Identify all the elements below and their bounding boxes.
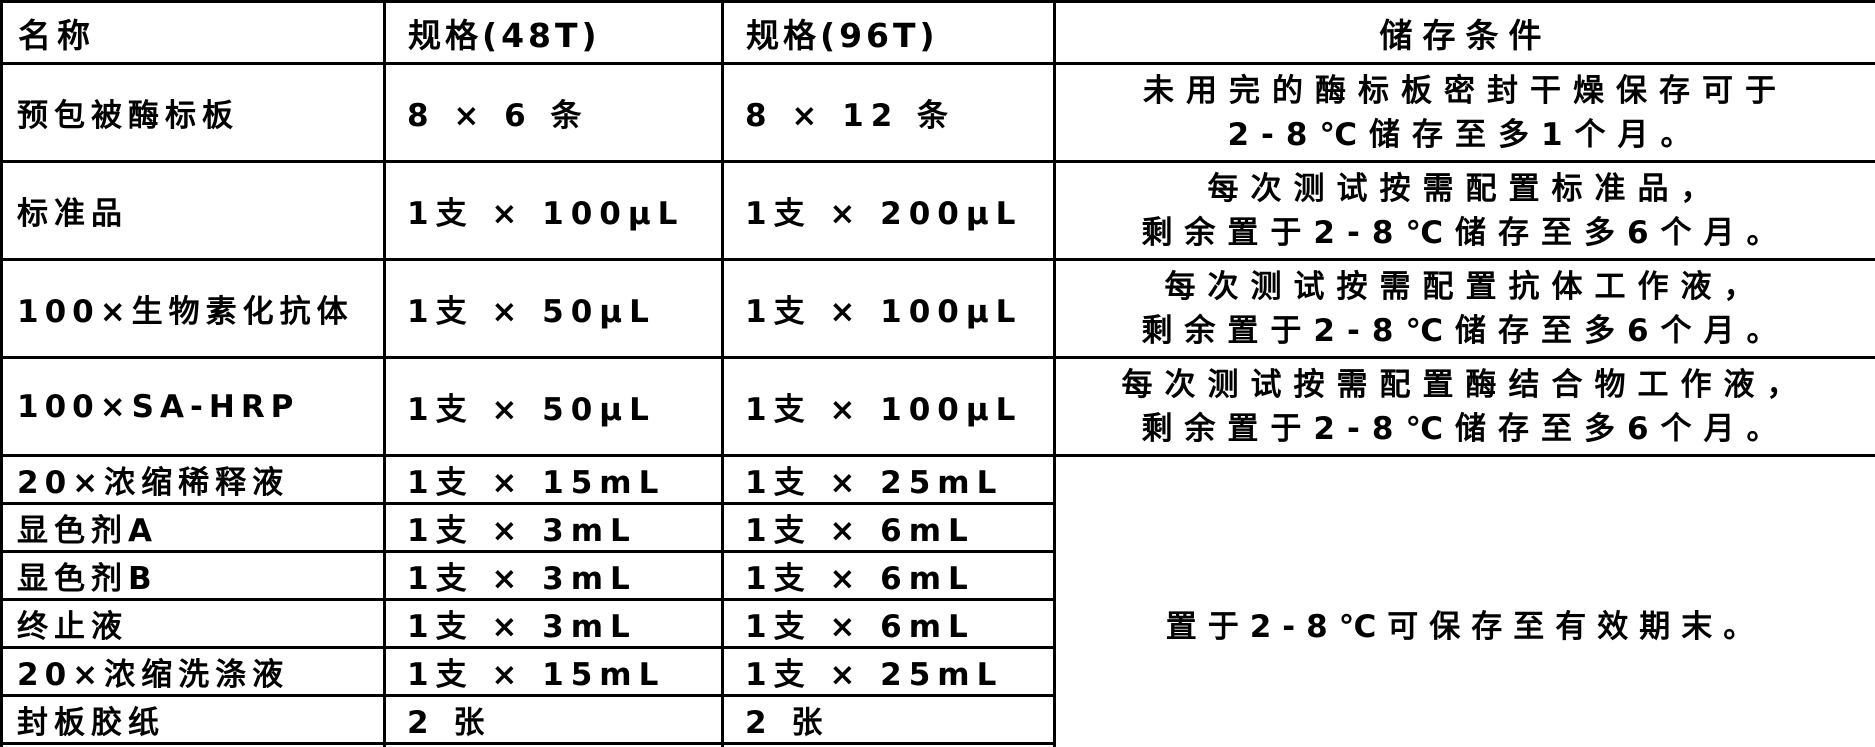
- cell-spec-48t: 1支 × 50μL: [383, 258, 724, 359]
- cell-spec-96t: 8 × 12 条: [721, 62, 1056, 163]
- table-row: 20×浓缩洗涤液 1支 × 15mL 1支 × 25mL: [0, 646, 1875, 697]
- cell-spec-48t: 1支 × 3mL: [383, 598, 724, 649]
- table-row: 显色剂A 1支 × 3mL 1支 × 6mL: [0, 502, 1875, 553]
- table-row: 预包被酶标板 8 × 6 条 8 × 12 条 未用完的酶标板密封干燥保存可于 …: [0, 62, 1875, 163]
- cell-spec-48t: 2 张: [383, 694, 724, 745]
- storage-line-2: 2-8℃储存至多1个月。: [1227, 116, 1704, 153]
- cell-component-name: 标准品: [0, 160, 386, 261]
- cell-spec-96t: 1支 × 6mL: [721, 550, 1056, 601]
- cell-component-name: 100×生物素化抗体: [0, 258, 386, 359]
- cell-storage-condition: 未用完的酶标板密封干燥保存可于 2-8℃储存至多1个月。: [1053, 62, 1875, 163]
- cell-component-name: 产品说明书: [0, 742, 386, 747]
- cell-component-name: 显色剂A: [0, 502, 386, 553]
- table-row: 标准品 1支 × 100μL 1支 × 200μL 每次测试按需配置标准品， 剩…: [0, 160, 1875, 261]
- storage-line-1: 未用完的酶标板密封干燥保存可于: [1143, 72, 1788, 109]
- table-row: 产品说明书 1 份 1 份: [0, 742, 1875, 747]
- header-spec-48t: 规格(48T): [383, 0, 724, 65]
- cell-spec-96t: 1支 × 100μL: [721, 356, 1056, 457]
- storage-line-2: 剩余置于2-8℃储存至多6个月。: [1141, 214, 1790, 251]
- cell-component-name: 20×浓缩洗涤液: [0, 646, 386, 697]
- storage-line-1: 每次测试按需配置抗体工作液，: [1164, 268, 1767, 305]
- cell-spec-48t: 1支 × 15mL: [383, 454, 724, 505]
- storage-line-1: 每次测试按需配置酶结合物工作液，: [1121, 366, 1810, 403]
- cell-spec-96t: 1 份: [721, 742, 1056, 747]
- cell-component-name: 封板胶纸: [0, 694, 386, 745]
- header-spec-96t: 规格(96T): [721, 0, 1056, 65]
- cell-spec-48t: 1支 × 3mL: [383, 502, 724, 553]
- cell-spec-96t: 1支 × 25mL: [721, 646, 1056, 697]
- storage-line-1: 每次测试按需配置标准品，: [1207, 170, 1724, 207]
- cell-spec-48t: 1支 × 3mL: [383, 550, 724, 601]
- cell-spec-96t: 1支 × 100μL: [721, 258, 1056, 359]
- cell-spec-96t: 1支 × 6mL: [721, 598, 1056, 649]
- cell-storage-condition: 每次测试按需配置抗体工作液， 剩余置于2-8℃储存至多6个月。: [1053, 258, 1875, 359]
- table-row: 20×浓缩稀释液 1支 × 15mL 1支 × 25mL 置于2-8℃可保存至有…: [0, 454, 1875, 747]
- cell-spec-96t: 2 张: [721, 694, 1056, 745]
- cell-spec-96t: 1支 × 200μL: [721, 160, 1056, 261]
- storage-line-2: 剩余置于2-8℃储存至多6个月。: [1141, 312, 1790, 349]
- cell-spec-48t: 1支 × 50μL: [383, 356, 724, 457]
- cell-component-name: 预包被酶标板: [0, 62, 386, 163]
- header-name: 名称: [0, 0, 386, 65]
- cell-spec-48t: 1 份: [383, 742, 724, 747]
- cell-component-name: 100×SA-HRP: [0, 356, 386, 457]
- cell-spec-96t: 1支 × 6mL: [721, 502, 1056, 553]
- cell-spec-96t: 1支 × 25mL: [721, 454, 1056, 505]
- table-row: 终止液 1支 × 3mL 1支 × 6mL: [0, 598, 1875, 649]
- cell-spec-48t: 8 × 6 条: [383, 62, 724, 163]
- cell-storage-condition: 每次测试按需配置标准品， 剩余置于2-8℃储存至多6个月。: [1053, 160, 1875, 261]
- storage-line-2: 剩余置于2-8℃储存至多6个月。: [1141, 410, 1790, 447]
- table-row: 100×生物素化抗体 1支 × 50μL 1支 × 100μL 每次测试按需配置…: [0, 258, 1875, 359]
- cell-storage-condition-merged: 置于2-8℃可保存至有效期末。: [1053, 454, 1875, 747]
- cell-spec-48t: 1支 × 100μL: [383, 160, 724, 261]
- header-row: 名称 规格(48T) 规格(96T) 储存条件: [0, 0, 1875, 65]
- header-storage: 储存条件: [1053, 0, 1875, 65]
- cell-component-name: 20×浓缩稀释液: [0, 454, 386, 505]
- cell-storage-condition: 每次测试按需配置酶结合物工作液， 剩余置于2-8℃储存至多6个月。: [1053, 356, 1875, 457]
- cell-component-name: 显色剂B: [0, 550, 386, 601]
- table-row: 封板胶纸 2 张 2 张: [0, 694, 1875, 745]
- cell-spec-48t: 1支 × 15mL: [383, 646, 724, 697]
- cell-component-name: 终止液: [0, 598, 386, 649]
- table-row: 显色剂B 1支 × 3mL 1支 × 6mL: [0, 550, 1875, 601]
- table-row: 100×SA-HRP 1支 × 50μL 1支 × 100μL 每次测试按需配置…: [0, 356, 1875, 457]
